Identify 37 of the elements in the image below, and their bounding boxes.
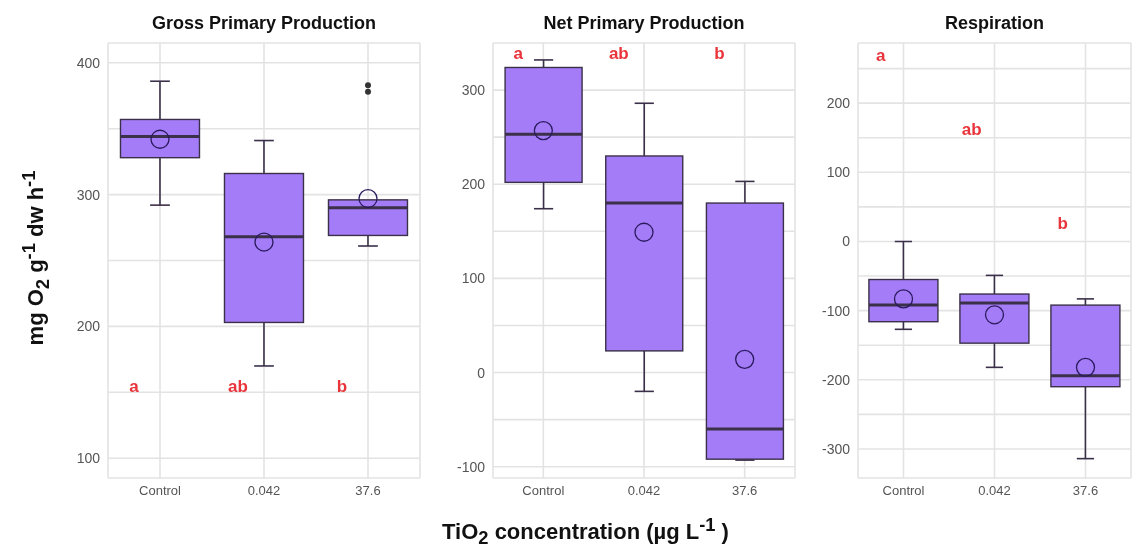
annotation: ab (961, 120, 982, 140)
annotation: a (876, 46, 886, 67)
x-tick-label: 0.042 (247, 483, 281, 499)
chart-title: Net Primary Production (542, 12, 746, 35)
y-tick-label: -300 (821, 440, 851, 457)
y-tick-label: 200 (76, 318, 101, 335)
annotation: ab (608, 44, 629, 65)
y-tick-label: 400 (76, 54, 101, 71)
y-tick-label: -100 (821, 302, 851, 319)
annotation: a (513, 44, 523, 65)
y-tick-label: 300 (76, 186, 101, 203)
y-tick-label: 300 (461, 82, 486, 99)
y-tick-label: -200 (821, 371, 851, 388)
annotation: b (714, 44, 725, 65)
y-tick-label: 200 (461, 176, 486, 193)
y-tick-label: 200 (826, 95, 851, 112)
chart-title: Respiration (944, 12, 1045, 35)
y-tick-label: -100 (456, 458, 486, 475)
annotation: a (129, 376, 139, 397)
x-tick-label: 0.042 (627, 483, 661, 499)
annotation: b (1057, 214, 1068, 235)
x-tick-label: 37.6 (1072, 483, 1099, 499)
x-tick-label: 37.6 (732, 483, 758, 499)
chart-title: Gross Primary Production (150, 12, 378, 35)
y-tick-label: 100 (76, 450, 101, 467)
y-tick-label: 0 (842, 233, 851, 250)
annotation: ab (228, 376, 248, 397)
y-tick-label: 100 (826, 164, 851, 181)
x-tick-label: Control (522, 483, 565, 499)
annotation: b (336, 376, 348, 397)
x-tick-label: 37.6 (355, 483, 381, 499)
x-axis-title: TiO$_{2}$ concentration (µg L$^{-1}$ ) (442, 514, 729, 549)
y-tick-label: 0 (477, 364, 486, 381)
x-tick-label: Control (882, 483, 925, 499)
x-tick-label: Control (139, 483, 182, 499)
x-tick-label: 0.042 (978, 483, 1011, 499)
y-tick-label: 100 (461, 270, 486, 287)
